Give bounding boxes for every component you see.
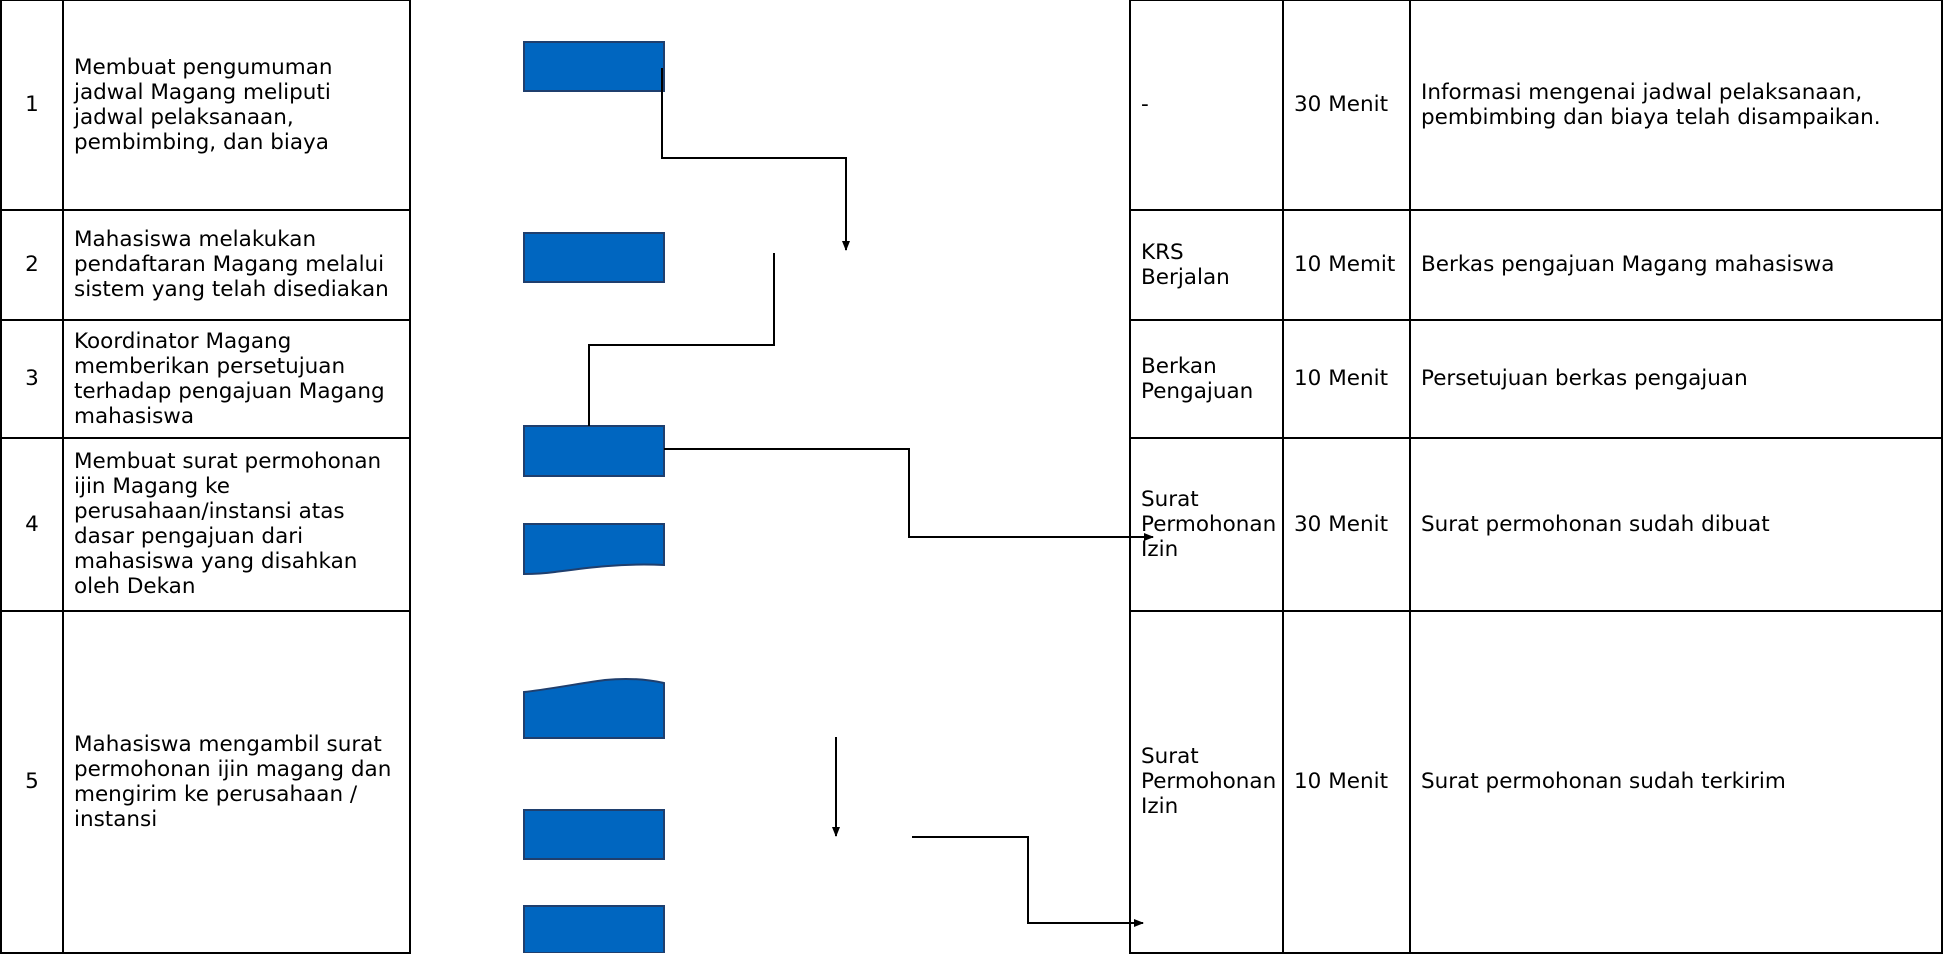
time-cell: 10 Menit [1282,609,1411,954]
row-number: 4 [0,436,64,612]
output-cell: Surat permohonan sudah terkirim [1409,609,1943,954]
input-cell: KRS Berjalan [1129,208,1284,321]
time-cell: 30 Menit [1282,0,1411,211]
activity-cell: Mahasiswa mengambil surat permohonan iji… [62,609,411,954]
output-cell: Persetujuan berkas pengajuan [1409,318,1943,439]
time-cell: 10 Memit [1282,208,1411,321]
activity-cell: Koordinator Magang memberikan persetujua… [62,318,411,439]
table-row: 3 Koordinator Magang memberikan persetuj… [0,318,1943,439]
activity-cell: Mahasiswa melakukan pendaftaran Magang m… [62,208,411,321]
row-number: 2 [0,208,64,321]
row-number: 3 [0,318,64,439]
input-cell: Surat Permohonan Izin [1129,609,1284,954]
row-number: 5 [0,609,64,954]
time-cell: 10 Menit [1282,318,1411,439]
flowchart-cell [409,0,1131,953]
table-row: 5 Mahasiswa mengambil surat permohonan i… [0,609,1943,954]
activity-cell: Membuat pengumuman jadwal Magang meliput… [62,0,411,211]
time-cell: 30 Menit [1282,436,1411,612]
table-row: 4 Membuat surat permohonan ijin Magang k… [0,436,1943,612]
output-cell: Informasi mengenai jadwal pelaksanaan, p… [1409,0,1943,211]
activity-cell: Membuat surat permohonan ijin Magang ke … [62,436,411,612]
input-cell: Berkan Pengajuan [1129,318,1284,439]
table-row: 2 Mahasiswa melakukan pendaftaran Magang… [0,208,1943,321]
row-number: 1 [0,0,64,211]
output-cell: Berkas pengajuan Magang mahasiswa [1409,208,1943,321]
output-cell: Surat permohonan sudah dibuat [1409,436,1943,612]
input-cell: - [1129,0,1284,211]
input-cell: Surat Permohonan Izin [1129,436,1284,612]
